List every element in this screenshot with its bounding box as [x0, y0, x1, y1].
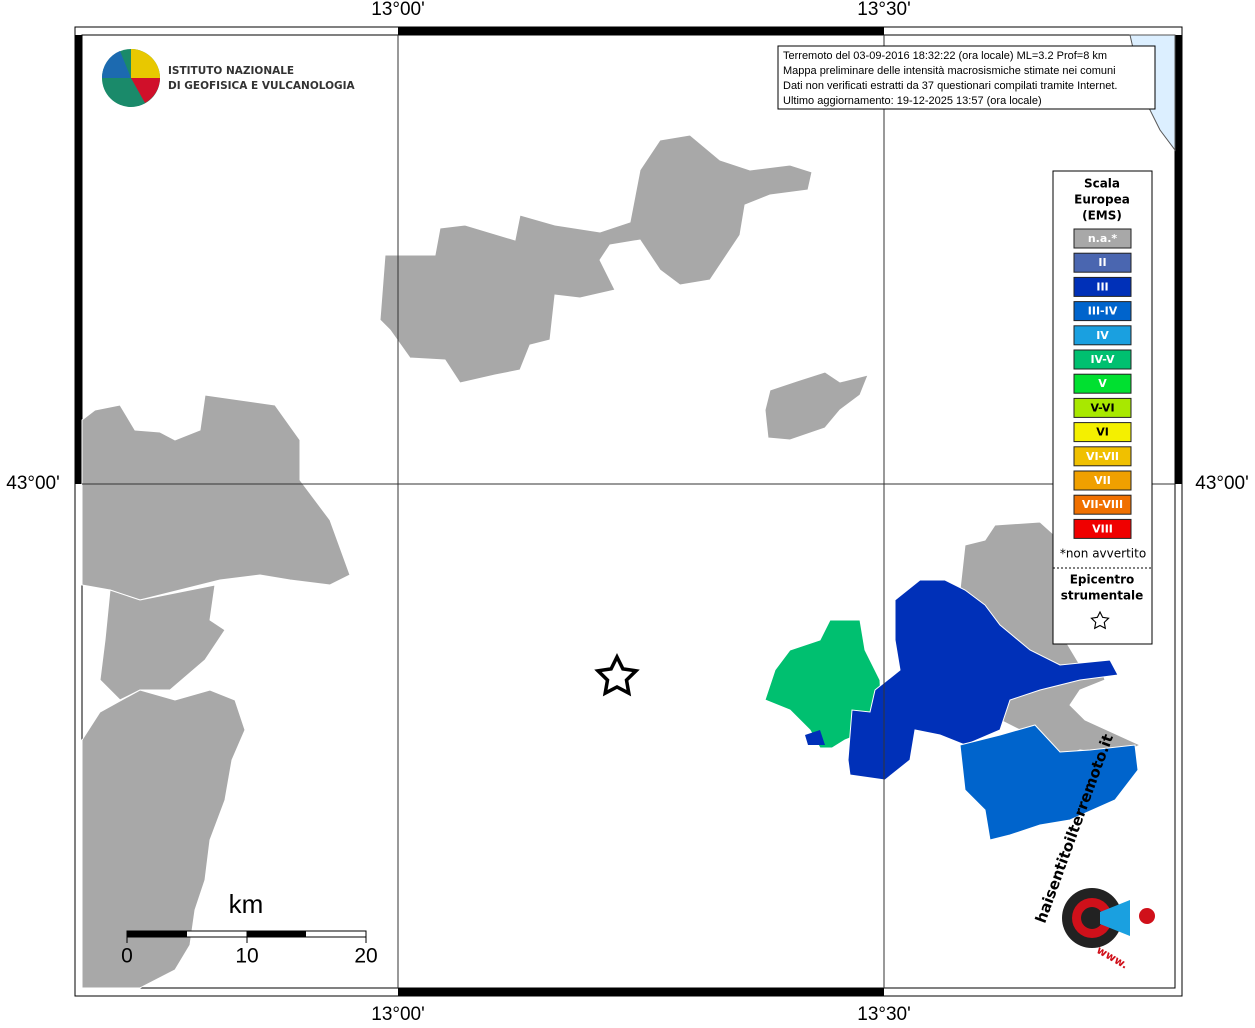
ingv-logo: ISTITUTO NAZIONALE DI GEOFISICA E VULCAN…	[101, 49, 356, 107]
lat-label: 43°00'	[1195, 473, 1249, 494]
logo-globe	[131, 78, 160, 103]
legend-swatch	[1073, 518, 1132, 539]
legend-swatch	[1073, 301, 1132, 322]
legend-swatch	[1073, 228, 1132, 249]
region-iii	[805, 730, 825, 745]
logo-globe	[101, 51, 131, 78]
scale-bar: km 0 10 20	[121, 889, 378, 968]
legend-label: VI-VII	[1086, 450, 1119, 463]
legend-items: n.a.*IIIIIIII-IVIVIV-VVV-VIVIVI-VIIVIIVI…	[1073, 228, 1132, 539]
legend-swatch	[1073, 349, 1132, 370]
epicenter-star	[594, 653, 640, 697]
legend-swatch	[1073, 397, 1132, 418]
lon-label: 13°00'	[371, 0, 425, 20]
legend-swatch	[1073, 470, 1132, 491]
logo-wave	[1100, 900, 1130, 936]
info-line: Mappa preliminare delle intensità macros…	[783, 65, 1116, 77]
legend-label: IV	[1096, 329, 1109, 342]
info-line: Ultimo aggiornamento: 19-12-2025 13:57 (…	[783, 95, 1042, 107]
legend-label: II	[1098, 256, 1106, 269]
scale-segment	[127, 931, 187, 937]
info-line: Dati non verificati estratti da 37 quest…	[783, 80, 1117, 92]
lat-label: 43°00'	[6, 473, 60, 494]
legend-label: III-IV	[1088, 305, 1118, 318]
scale-label: 0	[121, 945, 133, 968]
legend-title: Europea	[1074, 193, 1130, 207]
land	[81, 134, 1142, 989]
legend-swatch	[1073, 422, 1132, 443]
lon-label: 13°00'	[371, 1004, 425, 1024]
legend-label: n.a.*	[1088, 232, 1118, 245]
legend-note: *non avvertito	[1060, 547, 1146, 561]
legend-swatch	[1073, 276, 1132, 297]
institute-name: DI GEOFISICA E VULCANOLOGIA	[168, 80, 356, 92]
info-text: Terremoto del 03-09-2016 18:32:22 (ora l…	[783, 50, 1117, 107]
logo-circle	[1081, 907, 1103, 929]
legend-label: III	[1096, 280, 1108, 293]
legend-title: (EMS)	[1082, 209, 1122, 223]
legend-label: VI	[1096, 426, 1109, 439]
info-box	[777, 45, 1156, 110]
legend-swatch	[1073, 325, 1132, 346]
legend-epicenter: Epicentro	[1070, 573, 1135, 587]
legend-label: VII-VIII	[1082, 498, 1123, 511]
legend-swatch	[1073, 373, 1132, 394]
legend-epicenter: strumentale	[1061, 589, 1144, 603]
frame-bar	[398, 988, 884, 996]
lon-label: 13°30'	[857, 1004, 911, 1024]
legend-swatch	[1073, 252, 1132, 273]
legend-label: V	[1098, 377, 1107, 390]
legend-title: Scala	[1084, 177, 1120, 191]
info-line: Terremoto del 03-09-2016 18:32:22 (ora l…	[783, 50, 1107, 62]
scale-label: 10	[235, 945, 258, 968]
frame-bar	[398, 27, 884, 35]
legend-label: VII	[1094, 474, 1111, 487]
logo-globe	[131, 49, 160, 78]
legend-label: VIII	[1092, 522, 1113, 535]
legend-swatch	[1073, 446, 1132, 467]
frame-bar	[75, 35, 82, 484]
frame-bar	[1175, 35, 1182, 484]
legend-label: IV-V	[1090, 353, 1115, 366]
scale-unit: km	[229, 889, 264, 919]
legend-swatch	[1073, 494, 1132, 515]
legend-star	[1090, 610, 1110, 630]
region-iii	[847, 579, 1119, 781]
legend-label: V-VI	[1090, 401, 1114, 414]
scale-segment	[247, 931, 306, 937]
lon-label: 13°30'	[857, 0, 911, 20]
logo-dot	[1139, 908, 1155, 924]
scale-label: 20	[354, 945, 377, 968]
region-iii-iv	[959, 724, 1139, 841]
institute-name: ISTITUTO NAZIONALE	[168, 65, 294, 77]
